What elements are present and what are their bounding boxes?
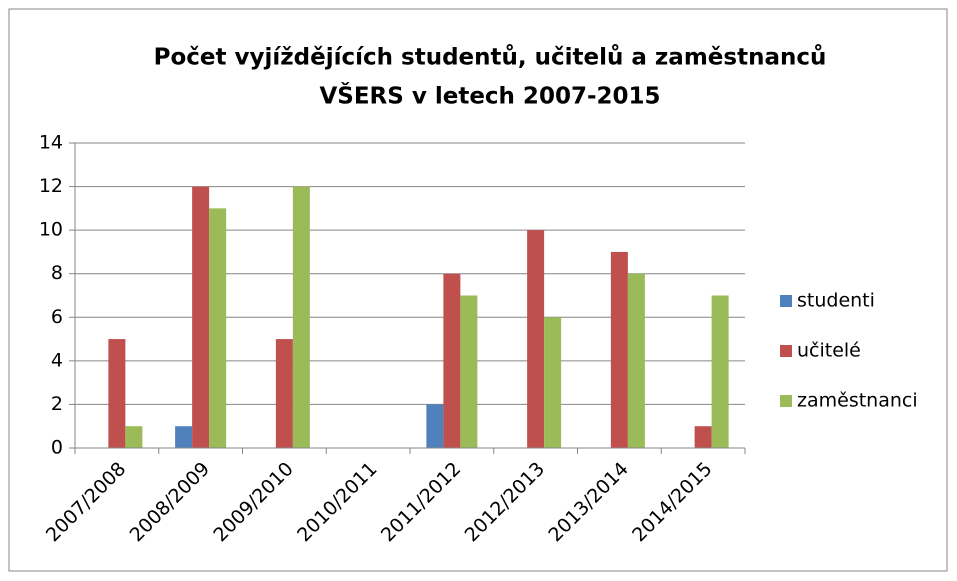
y-tick-label: 12 <box>39 175 63 197</box>
bar <box>275 339 293 448</box>
y-tick-label: 10 <box>39 219 63 241</box>
bar <box>175 426 193 448</box>
y-tick-label: 6 <box>51 306 63 328</box>
bar <box>108 339 126 448</box>
chart-frame <box>8 8 948 572</box>
y-tick-label: 14 <box>39 132 63 154</box>
y-tick-label: 4 <box>51 349 63 371</box>
bar <box>627 273 645 448</box>
bar <box>426 404 444 448</box>
legend-label: studenti <box>797 290 875 312</box>
y-tick-label: 2 <box>51 393 63 415</box>
bar <box>610 251 628 448</box>
legend-swatch <box>780 295 792 307</box>
y-tick-label: 8 <box>51 262 63 284</box>
bar <box>711 295 729 448</box>
bar <box>192 186 210 449</box>
bar <box>694 426 712 448</box>
y-tick-label: 0 <box>51 437 63 459</box>
bar <box>544 317 562 448</box>
legend-label: zaměstnanci <box>797 390 918 412</box>
legend-swatch <box>780 395 792 407</box>
bar <box>125 426 143 448</box>
bar <box>443 273 461 448</box>
legend-swatch <box>780 345 792 357</box>
chart-title: Počet vyjíždějících studentů, učitelů a … <box>154 44 827 71</box>
bar <box>292 186 310 449</box>
bar <box>209 208 227 448</box>
bar <box>460 295 478 448</box>
bar <box>527 230 545 448</box>
legend-label: učitelé <box>797 340 861 362</box>
chart-title: VŠERS v letech 2007-2015 <box>319 82 660 110</box>
